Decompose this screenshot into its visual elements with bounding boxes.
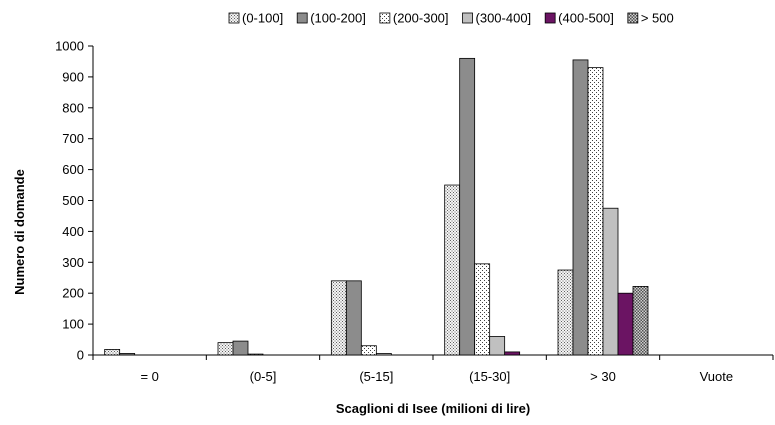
chart-legend: (0-100] (100-200] (200-300] (300-400] (400-5… xyxy=(228,11,674,26)
bar xyxy=(247,353,264,356)
legend-swatch xyxy=(462,12,473,24)
x-tick-label: (15-30] xyxy=(469,369,510,384)
legend-label: > 500 xyxy=(641,11,674,26)
legend-swatch xyxy=(627,12,639,24)
y-tick-label: 700 xyxy=(62,131,84,146)
bar xyxy=(217,342,234,356)
x-axis-label: Scaglioni di Isee (milioni di lire) xyxy=(336,401,530,416)
y-tick-label: 600 xyxy=(62,162,84,177)
legend-label: (400-500] xyxy=(558,11,614,26)
legend-item: > 500 xyxy=(627,11,674,26)
bar xyxy=(459,57,476,356)
legend-item: (400-500] xyxy=(544,11,614,26)
legend-label: (100-200] xyxy=(310,11,366,26)
legend-item: (200-300] xyxy=(379,11,449,26)
bar xyxy=(119,353,136,356)
x-tick-label: (5-15] xyxy=(359,369,393,384)
y-tick-label: 400 xyxy=(62,224,84,239)
y-tick-label: 0 xyxy=(77,348,84,363)
legend-label: (200-300] xyxy=(393,11,449,26)
bar xyxy=(504,351,521,356)
chart-axes: 0 100 200 300 400 500 600 700 800 900 1000 = 0 (0-5]… xyxy=(55,39,774,384)
bar xyxy=(602,207,619,356)
bar xyxy=(489,336,506,356)
x-tick-label: Vuote xyxy=(700,369,734,384)
y-tick-label: 100 xyxy=(62,317,84,332)
x-tick-label: > 30 xyxy=(590,369,616,384)
legend-swatch xyxy=(379,12,391,24)
legend-item: (0-100] xyxy=(228,11,283,26)
legend-swatch xyxy=(228,12,240,24)
y-tick-label: 1000 xyxy=(55,39,84,54)
bar xyxy=(375,353,392,356)
bar xyxy=(330,280,347,356)
bar xyxy=(444,184,461,356)
bar xyxy=(360,345,377,356)
legend-label: (0-100] xyxy=(242,11,283,26)
bar xyxy=(232,340,249,356)
bar xyxy=(587,67,604,356)
bar xyxy=(474,263,491,356)
legend-item: (300-400] xyxy=(462,11,532,26)
y-tick-label: 500 xyxy=(62,193,84,208)
y-tick-label: 200 xyxy=(62,286,84,301)
chart-bars xyxy=(104,57,649,356)
y-axis-label: Numero di domande xyxy=(12,169,27,295)
bar xyxy=(557,269,574,356)
bar xyxy=(632,286,649,356)
bar xyxy=(617,292,634,356)
x-tick-label: (0-5] xyxy=(250,369,277,384)
y-tick-label: 900 xyxy=(62,69,84,84)
legend-label: (300-400] xyxy=(476,11,532,26)
legend-item: (100-200] xyxy=(296,11,366,26)
legend-swatch xyxy=(296,12,308,24)
bar xyxy=(104,349,121,356)
bar xyxy=(572,59,589,356)
legend-swatch xyxy=(544,12,556,24)
y-tick-label: 300 xyxy=(62,255,84,270)
x-tick-label: = 0 xyxy=(140,369,158,384)
bar xyxy=(345,280,362,356)
y-tick-label: 800 xyxy=(62,100,84,115)
